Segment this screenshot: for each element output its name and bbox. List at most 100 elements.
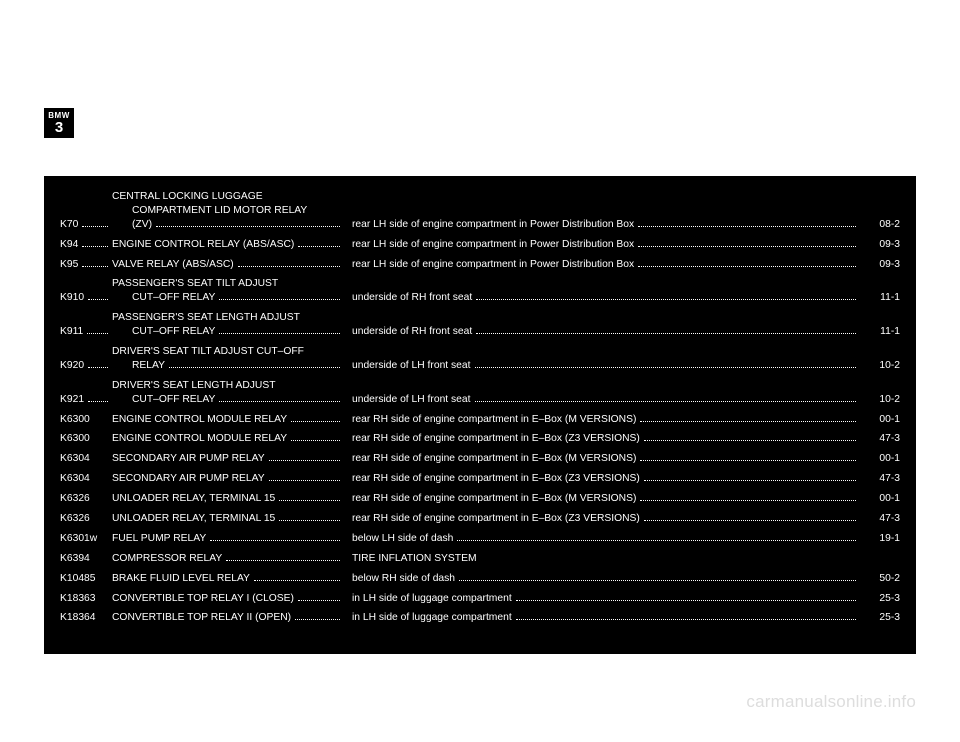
page-cell: 25-3 xyxy=(860,611,900,625)
table-row: K10485BRAKE FLUID LEVEL RELAYbelow RH si… xyxy=(60,572,900,586)
table-row: K70CENTRAL LOCKING LUGGAGECOMPARTMENT LI… xyxy=(60,190,900,232)
leader-dots xyxy=(210,535,340,541)
location-cell: in LH side of luggage compartment xyxy=(352,592,860,606)
table-row: K911PASSENGER'S SEAT LENGTH ADJUSTCUT–OF… xyxy=(60,311,900,339)
description-cell: SECONDARY AIR PUMP RELAY xyxy=(112,452,352,466)
ref-cell: K6394 xyxy=(60,552,112,566)
table-row: K921 DRIVER'S SEAT LENGTH ADJUSTCUT–OFF R… xyxy=(60,379,900,407)
page-cell: 50-2 xyxy=(860,572,900,586)
description-text: COMPRESSOR RELAY xyxy=(112,552,222,566)
description-cell: VALVE RELAY (ABS/ASC) xyxy=(112,258,352,272)
description-cell: BRAKE FLUID LEVEL RELAY xyxy=(112,572,352,586)
table-row: K6300ENGINE CONTROL MODULE RELAYrear RH … xyxy=(60,432,900,446)
location-text: in LH side of luggage compartment xyxy=(352,592,512,606)
leader-dots xyxy=(516,614,856,620)
ref-text: K95 xyxy=(60,258,78,272)
ref-cell: K920 xyxy=(60,359,112,373)
leader-dots xyxy=(269,455,340,461)
leader-dots xyxy=(644,475,856,481)
leader-dots xyxy=(291,435,340,441)
description-text: VALVE RELAY (ABS/ASC) xyxy=(112,258,234,272)
table-row: K910 PASSENGER'S SEAT TILT ADJUSTCUT–OFF … xyxy=(60,277,900,305)
description-text: DRIVER'S SEAT TILT ADJUST CUT–OFF xyxy=(112,345,344,359)
page-cell: 10-2 xyxy=(860,359,900,373)
page-cell: 09-3 xyxy=(860,238,900,252)
description-text: ENGINE CONTROL RELAY (ABS/ASC) xyxy=(112,238,294,252)
ref-cell: K911 xyxy=(60,325,112,339)
table-row: K18363CONVERTIBLE TOP RELAY I (CLOSE)in … xyxy=(60,592,900,606)
leader-dots xyxy=(87,328,108,334)
location-text: underside of RH front seat xyxy=(352,325,472,339)
location-cell: in LH side of luggage compartment xyxy=(352,611,860,625)
ref-cell: K10485 xyxy=(60,572,112,586)
location-text: rear LH side of engine compartment in Po… xyxy=(352,238,634,252)
leader-dots xyxy=(644,435,856,441)
ref-text: K921 xyxy=(60,393,84,407)
description-text: BRAKE FLUID LEVEL RELAY xyxy=(112,572,250,586)
location-text: in LH side of luggage compartment xyxy=(352,611,512,625)
table-row: K6304SECONDARY AIR PUMP RELAYrear RH sid… xyxy=(60,452,900,466)
location-text: underside of LH front seat xyxy=(352,359,471,373)
leader-dots xyxy=(516,594,856,600)
table-row: K6300ENGINE CONTROL MODULE RELAYrear RH … xyxy=(60,413,900,427)
ref-text: K910 xyxy=(60,291,84,305)
leader-dots xyxy=(88,362,108,368)
ref-cell: K95 xyxy=(60,258,112,272)
location-text: rear RH side of engine compartment in E–… xyxy=(352,512,640,526)
table-row: K6326UNLOADER RELAY, TERMINAL 15 rear RH … xyxy=(60,512,900,526)
page-cell: 08-2 xyxy=(860,218,900,232)
location-text: rear LH side of engine compartment in Po… xyxy=(352,218,634,232)
leader-dots xyxy=(82,241,108,247)
description-cell: SECONDARY AIR PUMP RELAY xyxy=(112,472,352,486)
description-text: CENTRAL LOCKING LUGGAGE xyxy=(112,190,344,204)
description-text: PASSENGER'S SEAT TILT ADJUST xyxy=(112,277,344,291)
location-cell: rear LH side of engine compartment in Po… xyxy=(352,258,860,272)
table-row: K6301wFUEL PUMP RELAYbelow LH side of da… xyxy=(60,532,900,546)
table-row: K920 DRIVER'S SEAT TILT ADJUST CUT–OFFREL… xyxy=(60,345,900,373)
description-text: RELAY xyxy=(132,359,165,373)
ref-cell: K18363 xyxy=(60,592,112,606)
description-text: (ZV) xyxy=(132,218,152,232)
leader-dots xyxy=(219,396,340,402)
leader-dots xyxy=(298,594,340,600)
description-cell: DRIVER'S SEAT LENGTH ADJUSTCUT–OFF RELAY xyxy=(112,379,352,407)
location-text: below LH side of dash xyxy=(352,532,453,546)
leader-dots xyxy=(638,221,856,227)
description-text: CONVERTIBLE TOP RELAY II (OPEN) xyxy=(112,611,291,625)
table-row: K18364CONVERTIBLE TOP RELAY II (OPEN) in … xyxy=(60,611,900,625)
ref-cell: K18364 xyxy=(60,611,112,625)
leader-dots xyxy=(459,575,856,581)
description-text: CUT–OFF RELAY xyxy=(132,325,215,339)
ref-cell: K6326 xyxy=(60,512,112,526)
description-cell: COMPRESSOR RELAY xyxy=(112,552,352,566)
location-cell: underside of RH front seat xyxy=(352,325,860,339)
description-text: CUT–OFF RELAY xyxy=(132,291,215,305)
location-cell: rear LH side of engine compartment in Po… xyxy=(352,238,860,252)
leader-dots xyxy=(279,495,340,501)
ref-cell: K6300 xyxy=(60,432,112,446)
location-cell: rear RH side of engine compartment in E–… xyxy=(352,492,860,506)
location-cell: rear RH side of engine compartment in E–… xyxy=(352,452,860,466)
leader-dots xyxy=(640,455,856,461)
description-cell: PASSENGER'S SEAT LENGTH ADJUSTCUT–OFF RE… xyxy=(112,311,352,339)
description-cell: ENGINE CONTROL MODULE RELAY xyxy=(112,413,352,427)
leader-dots xyxy=(475,362,857,368)
location-text: underside of LH front seat xyxy=(352,393,471,407)
ref-cell: K70 xyxy=(60,218,112,232)
description-text: CUT–OFF RELAY xyxy=(132,393,215,407)
description-cell: UNLOADER RELAY, TERMINAL 15 xyxy=(112,492,352,506)
page-cell: 11-1 xyxy=(860,325,900,339)
page-cell: 11-1 xyxy=(860,291,900,305)
leader-dots xyxy=(254,575,340,581)
description-cell: PASSENGER'S SEAT TILT ADJUSTCUT–OFF RELA… xyxy=(112,277,352,305)
ref-text: K920 xyxy=(60,359,84,373)
description-cell: UNLOADER RELAY, TERMINAL 15 xyxy=(112,512,352,526)
leader-dots xyxy=(640,415,856,421)
description-text: UNLOADER RELAY, TERMINAL 15 xyxy=(112,512,275,526)
leader-dots xyxy=(644,515,856,521)
table-row: K6394COMPRESSOR RELAYTIRE INFLATION SYST… xyxy=(60,552,900,566)
location-text: underside of RH front seat xyxy=(352,291,472,305)
location-text: rear RH side of engine compartment in E–… xyxy=(352,492,636,506)
description-cell: CONVERTIBLE TOP RELAY II (OPEN) xyxy=(112,611,352,625)
description-text: UNLOADER RELAY, TERMINAL 15 xyxy=(112,492,275,506)
